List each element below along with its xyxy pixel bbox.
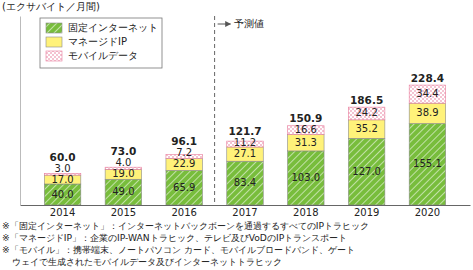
chart-root: 201420152016201720182019202040.017.03.06… bbox=[0, 0, 473, 270]
y-axis bbox=[20, 17, 21, 206]
data-label: 31.3 bbox=[295, 137, 317, 148]
legend-label: モバイルデータ bbox=[68, 50, 138, 61]
bar-segment bbox=[348, 107, 384, 120]
series-0 bbox=[44, 124, 445, 205]
bar-segment bbox=[227, 161, 263, 205]
x-tick: 2014 bbox=[50, 207, 75, 218]
bar-segment bbox=[409, 85, 445, 103]
legend-label: 固定インターネット bbox=[68, 22, 158, 33]
x-tick-label: 2014 bbox=[50, 207, 75, 218]
y-axis-title: (エクサバイト／月間) bbox=[2, 1, 100, 12]
data-label: 7.2 bbox=[176, 147, 192, 158]
x-tick: 2020 bbox=[415, 207, 440, 218]
total-label: 186.5 bbox=[350, 94, 383, 106]
notes: ※「固定インターネット」：インターネットバックボーンを通過するすべてのIPトラヒ… bbox=[2, 220, 369, 267]
x-tick: 2016 bbox=[171, 207, 196, 218]
bar-segment bbox=[348, 120, 384, 138]
bar-segment bbox=[288, 151, 324, 205]
data-label: 34.4 bbox=[416, 88, 438, 99]
legend: 固定インターネットマネージドIP モバイルデータ bbox=[40, 18, 162, 68]
x-tick-label: 2018 bbox=[293, 207, 318, 218]
data-label: 4.0 bbox=[115, 157, 131, 168]
total-label: 121.7 bbox=[228, 125, 261, 137]
x-tick: 2017 bbox=[232, 207, 257, 218]
data-label: 27.1 bbox=[234, 148, 256, 159]
annotations: 予測値 bbox=[215, 16, 264, 205]
x-axis: 2014 2015 2016 2017 2018 2019 2020 bbox=[21, 206, 471, 219]
total-label: 96.1 bbox=[171, 135, 197, 147]
forecast-divider bbox=[214, 16, 215, 205]
data-label: 65.9 bbox=[173, 182, 195, 193]
data-label: 11.2 bbox=[234, 137, 256, 148]
note: ※「固定インターネット」：インターネットバックボーンを通過するすべてのIPトラヒ… bbox=[2, 220, 369, 231]
data-label: 103.0 bbox=[291, 172, 320, 183]
bars bbox=[44, 85, 445, 205]
legend-label: マネージドIP bbox=[68, 36, 127, 47]
data-labels: 40.0 17.03.060.0 49.0 19.04.073.0 65.9 22.97.… bbox=[50, 72, 444, 199]
x-tick-label: 2016 bbox=[171, 207, 196, 218]
total-label: 228.4 bbox=[411, 72, 444, 84]
x-tick: 2019 bbox=[354, 207, 379, 218]
y-axis-line bbox=[20, 17, 21, 206]
data-label: 22.9 bbox=[173, 158, 195, 169]
data-label: 16.6 bbox=[295, 124, 317, 135]
note: ※「マネージドIP」：企業のIP-WANトラヒック、テレビ及びVoDのIPトラン… bbox=[2, 232, 347, 243]
bar-segment bbox=[166, 170, 202, 205]
bar-segment bbox=[409, 103, 445, 123]
legend-swatch bbox=[46, 37, 62, 47]
data-label: 49.0 bbox=[112, 186, 134, 197]
x-tick-label: 2020 bbox=[415, 207, 440, 218]
data-label: 24.2 bbox=[355, 107, 377, 118]
total-label: 60.0 bbox=[50, 151, 76, 163]
data-label: 127.0 bbox=[352, 166, 381, 177]
bar-segment bbox=[105, 179, 141, 205]
data-label: 17.0 bbox=[51, 174, 73, 185]
data-label: 155.1 bbox=[413, 158, 442, 169]
bar-segment bbox=[44, 184, 80, 205]
legend-box bbox=[40, 18, 162, 68]
data-label: 40.0 bbox=[51, 189, 73, 200]
bar-segment bbox=[227, 147, 263, 161]
bar-segment bbox=[288, 134, 324, 150]
x-tick-label: 2017 bbox=[232, 207, 257, 218]
data-label: 3.0 bbox=[55, 163, 71, 174]
bar-segment bbox=[348, 138, 384, 205]
x-tick-label: 2019 bbox=[354, 207, 379, 218]
forecast-arrow bbox=[218, 24, 231, 25]
x-axis-line bbox=[21, 205, 471, 206]
legend-swatch bbox=[46, 23, 62, 33]
note: ウェイで生成されたモバイルデータ及びインターネットトラヒック bbox=[12, 256, 282, 267]
x-tick: 2018 bbox=[293, 207, 318, 218]
data-label: 83.4 bbox=[234, 177, 256, 188]
series-1 bbox=[44, 103, 445, 184]
total-label: 73.0 bbox=[110, 145, 136, 157]
chart-svg: 201420152016201720182019202040.017.03.06… bbox=[0, 0, 473, 270]
total-label: 150.9 bbox=[289, 112, 322, 124]
x-tick: 2015 bbox=[111, 207, 136, 218]
annotation-text: 予測値 bbox=[234, 18, 264, 29]
bar-segment bbox=[409, 124, 445, 205]
x-tick-label: 2015 bbox=[111, 207, 136, 218]
data-label: 35.2 bbox=[355, 123, 377, 134]
legend-swatch bbox=[46, 51, 62, 61]
data-label: 19.0 bbox=[112, 168, 134, 179]
bar-segment bbox=[166, 158, 202, 170]
data-label: 38.9 bbox=[416, 107, 438, 118]
note: ※「モバイル」：携帯端末、ノートパソコン カード、モバイルブロードバンド、ゲート bbox=[2, 244, 355, 255]
series-2 bbox=[44, 85, 445, 175]
